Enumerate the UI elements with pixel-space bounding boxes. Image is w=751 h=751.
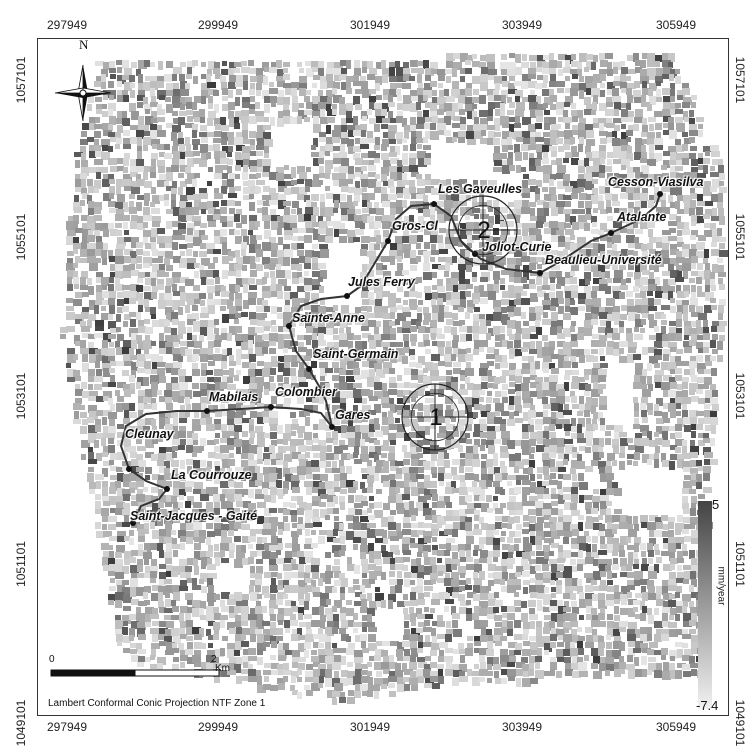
north-label: N — [79, 37, 89, 52]
station-dot — [286, 323, 292, 329]
station-dot — [126, 466, 132, 472]
y-tick-label: 1055101 — [733, 213, 747, 261]
station-dot — [268, 404, 274, 410]
north-arrow-icon — [54, 64, 112, 122]
insar-points — [60, 53, 728, 705]
station-dot — [329, 424, 335, 430]
x-tick-label: 301949 — [349, 720, 391, 734]
station-label: Saint-Jacques - Gaité — [130, 509, 258, 523]
legend-min: -7.4 — [696, 698, 719, 713]
station-dot — [164, 486, 170, 492]
y-tick-label: 1051101 — [14, 541, 28, 587]
station-label: Joliot-Curie — [482, 240, 552, 254]
station-dot — [608, 230, 614, 236]
x-tick-label: 303949 — [501, 18, 543, 32]
legend-unit: mm/year — [715, 566, 727, 606]
scale-unit: Km — [215, 663, 230, 674]
legend-colorbar — [698, 501, 712, 709]
station-label: Sainte-Anne — [292, 311, 365, 325]
station-dot — [344, 293, 350, 299]
scale-bar — [50, 669, 220, 677]
y-tick-label: 1053101 — [733, 372, 747, 420]
station-dot — [657, 191, 663, 197]
y-tick-label: 1057101 — [14, 56, 28, 104]
y-tick-label: 1051101 — [733, 541, 747, 587]
station-dot — [537, 270, 543, 276]
x-tick-label: 299949 — [197, 18, 239, 32]
y-tick-label: 1055101 — [14, 213, 28, 261]
x-tick-label: 305949 — [655, 720, 697, 734]
station-dot — [130, 520, 136, 526]
station-label: Mabilais — [209, 390, 259, 404]
tram-line — [119, 193, 661, 524]
marker-label: 1 — [429, 404, 443, 431]
station-label: Cesson-Viasilva — [608, 175, 704, 189]
x-tick-label: 301949 — [349, 18, 391, 32]
x-tick-label: 305949 — [655, 18, 697, 32]
station-label: Colombier — [275, 385, 337, 399]
y-tick-label: 1057101 — [733, 56, 747, 104]
scale-start: 0 — [49, 654, 55, 665]
station-dot — [385, 238, 391, 244]
y-tick-label: 1049101 — [14, 699, 28, 747]
station-label: Cleunay — [125, 427, 174, 441]
projection-label: Lambert Conformal Conic Projection NTF Z… — [48, 698, 266, 709]
deformation-marker — [448, 195, 518, 265]
station-label: Gros-Cl — [392, 219, 438, 233]
x-tick-label: 297949 — [46, 720, 88, 734]
y-tick-label: 1053101 — [14, 372, 28, 420]
station-label: Jules Ferry — [348, 275, 415, 289]
station-label: Beaulieu-Université — [545, 253, 662, 267]
map-canvas — [50, 53, 728, 709]
marker-label: 2 — [477, 217, 491, 244]
station-label: Les Gaveulles — [438, 182, 523, 196]
station-dot — [204, 408, 210, 414]
map-frame — [37, 38, 729, 716]
legend-max: 5 — [712, 497, 720, 512]
scale-end: 2 — [211, 654, 217, 665]
x-tick-label: 297949 — [46, 18, 88, 32]
station-label: Gares — [335, 408, 371, 422]
station-label: La Courrouze — [171, 468, 252, 482]
deformation-marker — [401, 383, 469, 451]
x-tick-label: 303949 — [501, 720, 543, 734]
station-dot — [306, 366, 312, 372]
station-label: Saint-Germain — [313, 347, 399, 361]
station-label: Atalante — [617, 210, 667, 224]
y-tick-label: 1049101 — [733, 699, 747, 747]
station-dot — [431, 201, 437, 207]
x-tick-label: 299949 — [197, 720, 239, 734]
